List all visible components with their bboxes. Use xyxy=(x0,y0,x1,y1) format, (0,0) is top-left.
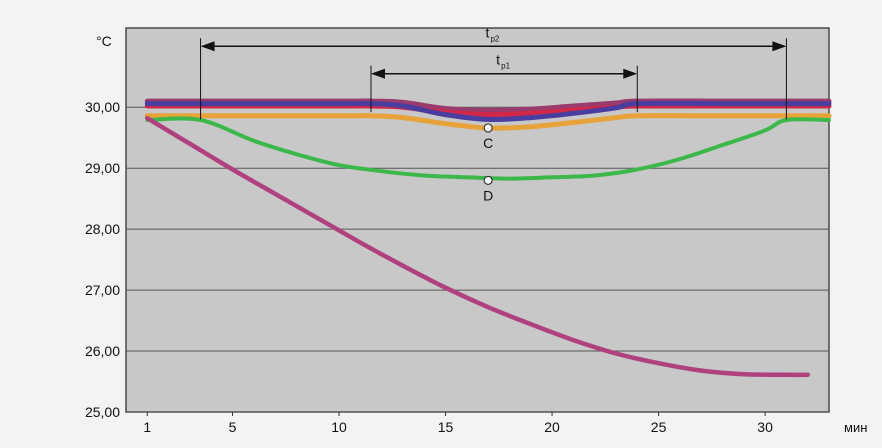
x-tick-label: 30 xyxy=(757,419,773,435)
x-tick-label: 10 xyxy=(331,419,347,435)
interval-label-sub: p1 xyxy=(501,62,510,71)
annotation-marker xyxy=(483,175,493,185)
series-line-6 xyxy=(145,115,810,378)
x-tick-label: 5 xyxy=(229,419,237,435)
interval-p2: t p2 xyxy=(200,24,787,120)
x-tick-label: 25 xyxy=(651,419,667,435)
interval-arrow-left xyxy=(370,68,385,79)
series-line-4 xyxy=(144,100,832,123)
annotation-marker xyxy=(483,123,493,133)
interval-label-sub: p2 xyxy=(490,34,499,43)
y-tick-label: 28,00 xyxy=(85,221,120,237)
x-tick-label: 1 xyxy=(143,419,151,435)
x-tick-label: 20 xyxy=(544,419,560,435)
y-unit-label: °C xyxy=(96,33,112,49)
interval-arrow-left xyxy=(200,41,215,52)
interval-arrow-right xyxy=(772,41,787,52)
interval-label: t xyxy=(485,24,489,40)
plot-background xyxy=(125,27,830,413)
y-tick-label: 27,00 xyxy=(85,282,120,298)
annotation-layer: CD xyxy=(483,123,493,203)
x-tick-label: 15 xyxy=(438,419,454,435)
y-tick-label: 30,00 xyxy=(85,99,120,115)
y-tick-label: 26,00 xyxy=(85,343,120,359)
interval-arrow-right xyxy=(623,68,638,79)
interval-label: t xyxy=(496,52,500,68)
interval-p1: t p1 xyxy=(370,52,638,113)
series-line-5 xyxy=(145,116,831,181)
y-tick-label: 25,00 xyxy=(85,404,120,420)
series-line-1 xyxy=(144,113,832,131)
y-tick-label: 29,00 xyxy=(85,160,120,176)
x-unit-label: мин xyxy=(844,420,867,435)
annotation-label: C xyxy=(483,135,493,151)
interval-layer: t p2t p1 xyxy=(200,24,787,120)
annotation-label: D xyxy=(483,187,493,203)
series-layer xyxy=(144,98,832,378)
